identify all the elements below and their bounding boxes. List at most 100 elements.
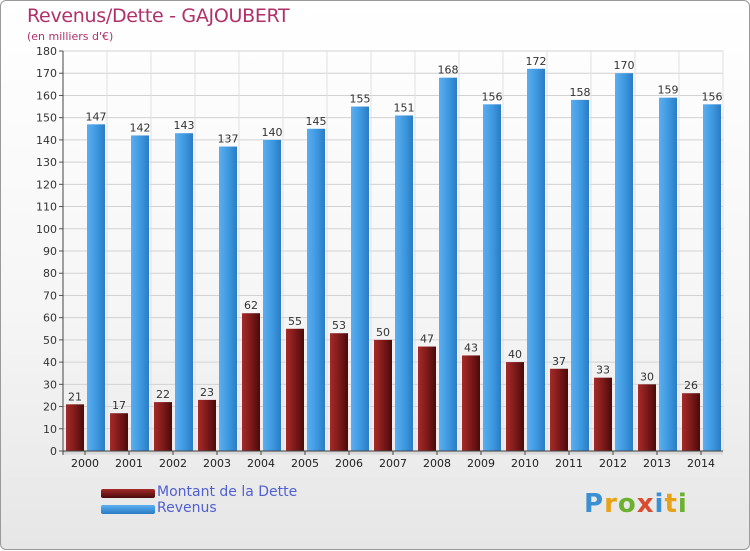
data-label-dette-2007: 50 [376,326,390,339]
y-tick-label: 160 [36,89,57,102]
legend-swatch-revenus [101,505,155,514]
data-label-dette-2012: 33 [596,364,610,377]
legend-label-revenus: Revenus [157,500,217,516]
y-tick-label: 110 [36,201,57,214]
bar-dette-2008 [418,346,436,451]
x-tick-label-2010: 2010 [511,457,539,470]
data-label-dette-2004: 62 [244,299,258,312]
data-label-dette-2006: 53 [332,319,346,332]
y-tick-label: 140 [36,134,57,147]
bar-dette-2001 [110,413,128,451]
bar-dette-2013 [638,384,656,451]
bar-revenus-2009 [483,104,501,451]
data-label-dette-2003: 23 [200,386,214,399]
bar-dette-2005 [286,328,304,451]
data-label-revenus-2008: 168 [438,64,459,77]
x-tick-label-2006: 2006 [335,457,363,470]
bar-dette-2009 [462,355,480,451]
data-label-dette-2009: 43 [464,341,478,354]
x-tick-label-2001: 2001 [115,457,143,470]
y-tick-label: 50 [43,334,57,347]
bar-revenus-2013 [659,97,677,452]
data-label-dette-2008: 47 [420,333,434,346]
data-label-dette-2000: 21 [68,390,82,403]
y-tick-label: 0 [50,445,57,458]
bar-revenus-2010 [527,68,545,452]
data-label-revenus-2000: 147 [86,110,107,123]
bar-dette-2000 [66,404,84,451]
bar-dette-2004 [242,313,260,451]
x-tick-label-2014: 2014 [687,457,715,470]
x-tick-label-2007: 2007 [379,457,407,470]
data-label-dette-2010: 40 [508,348,522,361]
y-tick-label: 40 [43,356,57,369]
bar-dette-2007 [374,339,392,451]
bar-revenus-2012 [615,73,633,451]
data-label-revenus-2013: 159 [658,84,679,97]
y-tick-label: 60 [43,312,57,325]
bar-dette-2014 [682,393,700,451]
y-tick-label: 10 [43,423,57,436]
x-tick-label-2009: 2009 [467,457,495,470]
bar-revenus-2014 [703,104,721,451]
bar-dette-2011 [550,368,568,451]
y-tick-label: 180 [36,45,57,58]
data-label-revenus-2012: 170 [614,59,635,72]
x-tick-label-2000: 2000 [71,457,99,470]
chart-title: Revenus/Dette - GAJOUBERT [27,5,290,27]
data-label-revenus-2002: 143 [174,119,195,132]
x-tick-label-2003: 2003 [203,457,231,470]
x-tick-label-2005: 2005 [291,457,319,470]
x-tick-label-2004: 2004 [247,457,275,470]
bar-dette-2012 [594,377,612,451]
data-label-revenus-2014: 156 [702,90,723,103]
legend-swatch-dette [101,489,155,498]
data-label-dette-2005: 55 [288,315,302,328]
y-tick-label: 80 [43,267,57,280]
legend-label-dette: Montant de la Dette [157,484,298,500]
data-label-revenus-2007: 151 [394,101,415,114]
bar-revenus-2001 [131,135,149,451]
data-label-dette-2001: 17 [112,399,126,412]
bar-revenus-2000 [87,124,105,451]
bar-revenus-2006 [351,106,369,452]
data-label-revenus-2006: 155 [350,93,371,106]
y-tick-label: 100 [36,223,57,236]
data-label-dette-2014: 26 [684,379,698,392]
bar-revenus-2007 [395,115,413,451]
y-tick-label: 70 [43,289,57,302]
bar-revenus-2008 [439,77,457,452]
data-label-revenus-2003: 137 [218,133,239,146]
bar-revenus-2011 [571,99,589,451]
bar-revenus-2002 [175,133,193,451]
x-tick-label-2013: 2013 [643,457,671,470]
data-label-revenus-2004: 140 [262,126,283,139]
data-label-revenus-2011: 158 [570,86,591,99]
data-label-dette-2013: 30 [640,370,654,383]
chart-subtitle: (en milliers d'€) [27,30,114,43]
y-tick-label: 170 [36,67,57,80]
bar-dette-2003 [198,399,216,451]
y-tick-label: 20 [43,401,57,414]
y-tick-label: 120 [36,178,57,191]
x-tick-label-2011: 2011 [555,457,583,470]
bar-revenus-2005 [307,128,325,451]
bar-dette-2010 [506,362,524,451]
bar-dette-2002 [154,402,172,451]
y-tick-label: 130 [36,156,57,169]
x-tick-label-2008: 2008 [423,457,451,470]
x-tick-label-2002: 2002 [159,457,187,470]
data-label-dette-2002: 22 [156,388,170,401]
bar-revenus-2004 [263,139,281,451]
bar-revenus-2003 [219,146,237,452]
y-tick-label: 90 [43,245,57,258]
data-label-revenus-2001: 142 [130,121,151,134]
proxiti-logo: Proxiti [584,489,688,519]
data-label-revenus-2010: 172 [526,55,547,68]
bar-dette-2006 [330,333,348,451]
x-tick-label-2012: 2012 [599,457,627,470]
data-label-revenus-2009: 156 [482,90,503,103]
y-tick-label: 30 [43,378,57,391]
data-label-revenus-2005: 145 [306,115,327,128]
